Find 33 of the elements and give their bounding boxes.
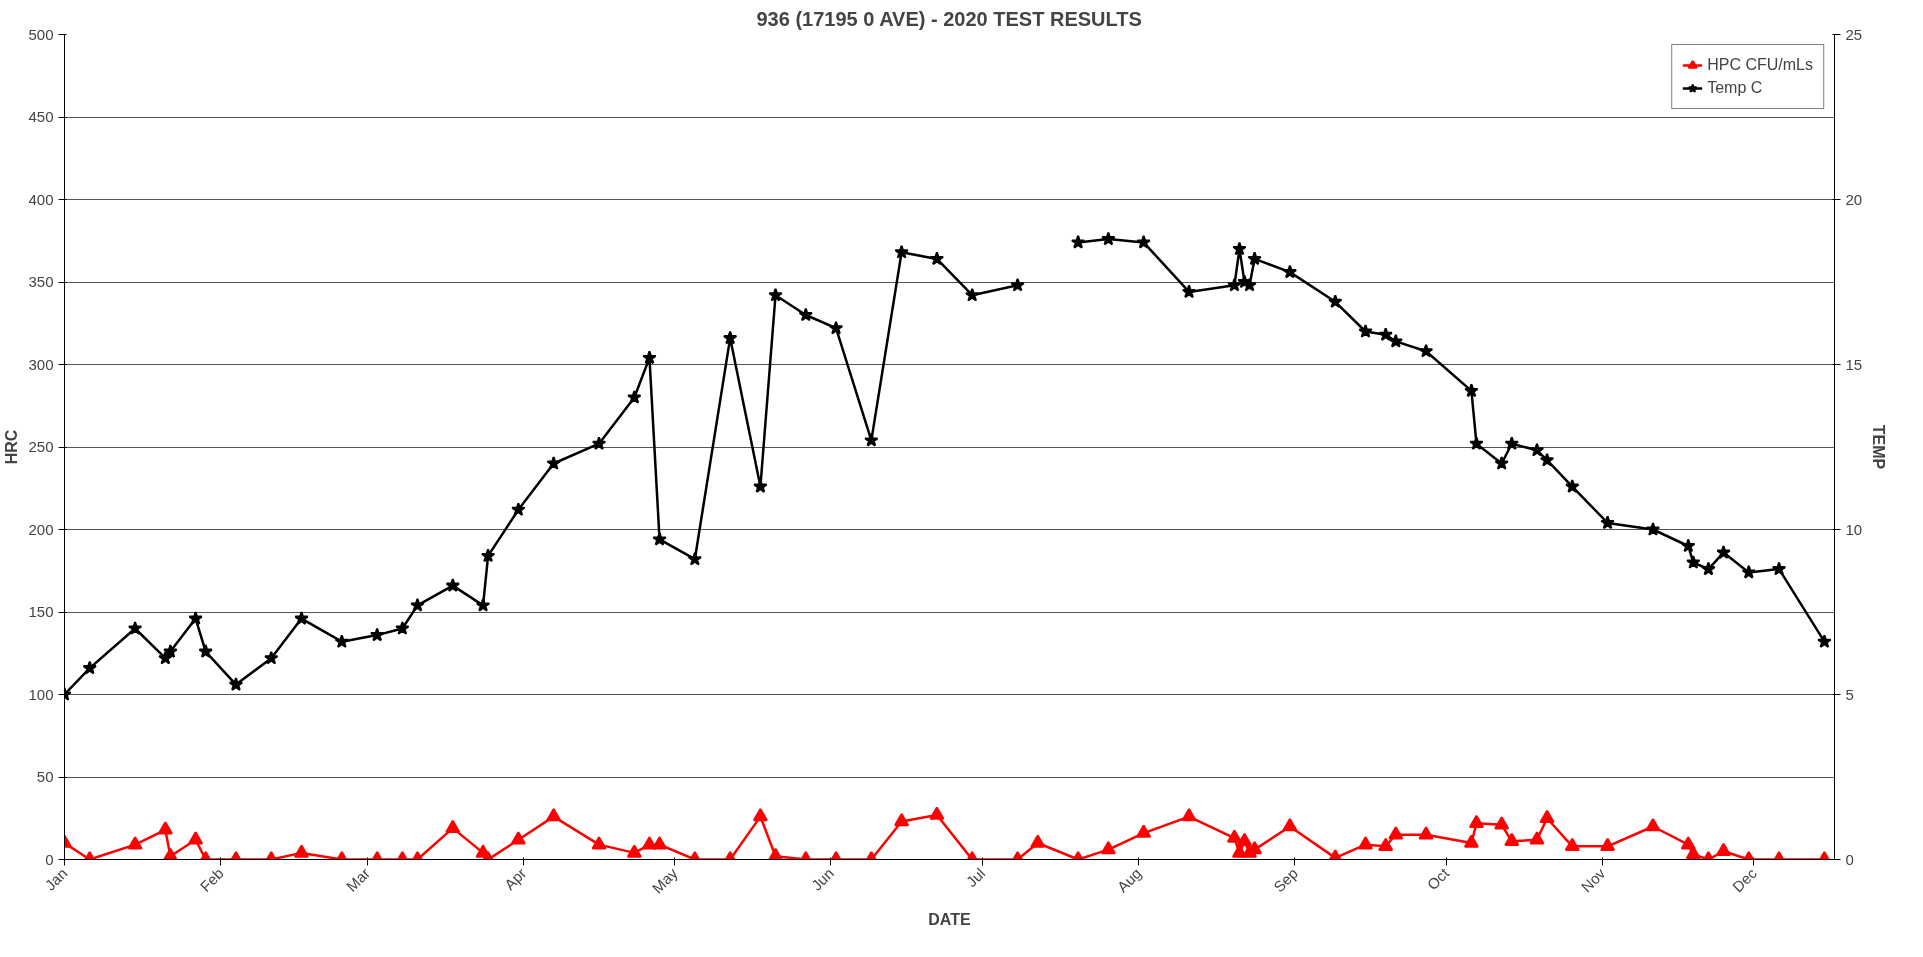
y2-tick-label: 5: [1845, 685, 1854, 703]
y2-tick-label: 25: [1845, 25, 1863, 43]
x-tick-label: Jul: [962, 864, 989, 891]
x-tick-label: Dec: [1728, 864, 1761, 896]
legend-label: HPC CFU/mLs: [1707, 56, 1813, 74]
x-tick-label: Jun: [807, 864, 838, 894]
y-tick-label: 100: [28, 685, 54, 703]
x-tick-label: Aug: [1113, 864, 1145, 896]
y-tick-label: 200: [28, 520, 54, 538]
x-tick-label: Apr: [500, 864, 530, 894]
y2-tick-label: 10: [1845, 520, 1863, 538]
x-tick-label: May: [648, 864, 682, 897]
legend-label: Temp C: [1707, 79, 1763, 97]
y-tick-label: 350: [28, 273, 54, 290]
y-tick-label: 300: [28, 355, 54, 373]
y2-tick-label: 20: [1845, 190, 1863, 208]
x-tick-label: Oct: [1423, 863, 1453, 894]
x-tick-label: Nov: [1577, 864, 1609, 896]
y-tick-label: 450: [28, 108, 54, 125]
y-tick-label: 400: [28, 190, 54, 208]
x-axis-title: DATE: [928, 910, 972, 928]
y-axis-title: HRC: [3, 429, 21, 465]
y-tick-label: 150: [28, 603, 54, 620]
y-tick-label: 250: [28, 438, 54, 455]
x-tick-label: Sep: [1270, 864, 1301, 896]
y-tick-label: 500: [28, 25, 54, 43]
x-tick-label: Mar: [342, 864, 374, 895]
chart-title: 936 (17195 0 AVE) - 2020 TEST RESULTS: [756, 7, 1142, 30]
y2-tick-label: 0: [1845, 850, 1854, 868]
y-tick-label: 50: [36, 768, 54, 785]
y2-tick-label: 15: [1845, 355, 1863, 373]
y2-axis-title: TEMP: [1870, 424, 1888, 470]
x-tick-label: Feb: [196, 864, 227, 895]
